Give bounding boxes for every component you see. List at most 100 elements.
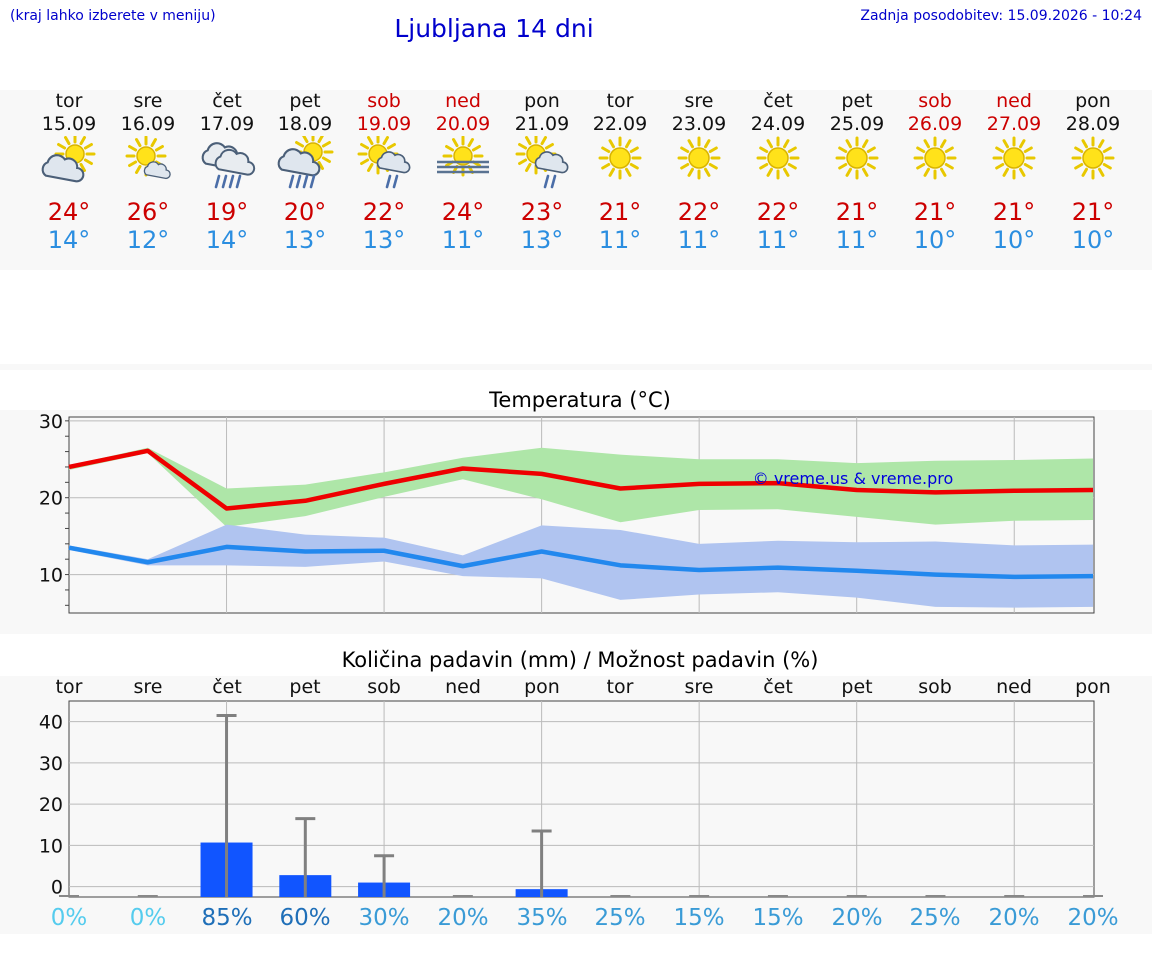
precipitation-chance: 20% (437, 905, 489, 931)
day-date: 19.09 (356, 113, 412, 135)
day-name: tor (606, 90, 634, 112)
precipitation-day-label: ned (445, 676, 481, 698)
day-name: ned (445, 90, 481, 112)
day-date: 15.09 (41, 113, 97, 135)
precipitation-chance: 85% (201, 905, 253, 931)
day-date: 17.09 (199, 113, 255, 135)
min-temp: 14° (205, 226, 249, 254)
precipitation-chance: 35% (516, 905, 568, 931)
sun-icon (992, 136, 1036, 180)
sun-fog-icon (437, 136, 489, 177)
max-temp: 26° (126, 198, 170, 226)
max-temp: 21° (992, 198, 1036, 226)
sun-icon (598, 136, 642, 180)
forecast-strip-background (0, 90, 1152, 270)
sun-shape (756, 136, 800, 180)
precipitation-day-label: sob (367, 676, 401, 698)
day-date: 25.09 (829, 113, 885, 135)
day-date: 28.09 (1065, 113, 1121, 135)
day-name: pet (289, 90, 321, 112)
watermark: © vreme.us & vreme.pro (753, 469, 954, 488)
sun-shape (913, 136, 957, 180)
y-tick-label: 20 (39, 794, 63, 816)
precipitation-chance: 60% (279, 905, 331, 931)
max-temp: 23° (520, 198, 564, 226)
precipitation-chance: 20% (831, 905, 883, 931)
precipitation-chance: 30% (358, 905, 410, 931)
max-band-range (69, 447, 1094, 527)
min-temp: 13° (283, 226, 327, 254)
precipitation-chance: 25% (909, 905, 961, 931)
day-date: 20.09 (435, 113, 491, 135)
rain-shape (543, 174, 557, 189)
max-temp: 19° (205, 198, 249, 226)
min-temperature-line (68, 544, 1094, 580)
y-tick-label: 20 (39, 488, 63, 510)
min-temp: 11° (677, 226, 721, 254)
max-temp: 20° (283, 198, 327, 226)
min-temp: 11° (835, 226, 879, 254)
min-temp: 11° (756, 226, 800, 254)
temperature-chart-title: Temperatura (°C) (489, 388, 671, 412)
sun-icon (1071, 136, 1115, 180)
day-name: sre (684, 90, 714, 112)
location-hint: (kraj lahko izberete v meniju) (10, 8, 216, 24)
precipitation-day-label: čet (212, 676, 242, 698)
max-temp: 24° (47, 198, 91, 226)
sun-small-cloud-icon (125, 136, 171, 180)
day-date: 22.09 (592, 113, 648, 135)
cloud-shape (534, 151, 569, 174)
sun-shape (1071, 136, 1115, 180)
sun-shape (677, 136, 721, 180)
cloud-shape (277, 148, 321, 177)
min-temp: 11° (441, 226, 485, 254)
rain-shape (385, 174, 399, 189)
precipitation-chance: 25% (594, 905, 646, 931)
sun-icon (913, 136, 957, 180)
y-tick-label: 40 (39, 712, 63, 734)
precipitation-day-label: pon (1075, 676, 1111, 698)
sun-icon (835, 136, 879, 180)
max-temp: 21° (598, 198, 642, 226)
min-temp: 13° (520, 226, 564, 254)
y-tick-label: 10 (39, 835, 63, 857)
min-temp: 10° (992, 226, 1036, 254)
precipitation-chance: 0% (50, 905, 88, 931)
temperature-chart: 10 20 30 © vreme.us & vreme.pro (39, 411, 1095, 614)
sun-icon (677, 136, 721, 180)
day-name: tor (55, 90, 83, 112)
max-temp: 21° (913, 198, 957, 226)
min-temp: 12° (126, 226, 170, 254)
sun-cloud-light-rain-icon (357, 136, 411, 189)
y-tick-label: 0 (51, 877, 63, 899)
max-temp: 22° (756, 198, 800, 226)
y-tick-label: 10 (39, 565, 63, 587)
precipitation-chance: 20% (1067, 905, 1119, 931)
sun-shape (992, 136, 1036, 180)
cloud-shape (376, 151, 411, 174)
day-name: sob (918, 90, 952, 112)
y-tick-label: 30 (39, 411, 63, 433)
day-name: sob (367, 90, 401, 112)
cloud-shape (143, 161, 171, 180)
day-date: 24.09 (750, 113, 806, 135)
precipitation-chart-title: Količina padavin (mm) / Možnost padavin … (341, 648, 819, 672)
sun-cloud-rain-icon (277, 136, 334, 189)
fog-shape (437, 160, 489, 174)
day-name: čet (763, 90, 793, 112)
rain-shape (214, 174, 242, 189)
precipitation-day-label: tor (55, 676, 83, 698)
day-name: ned (996, 90, 1032, 112)
precipitation-day-label: pet (289, 676, 321, 698)
max-temp: 22° (677, 198, 721, 226)
precipitation-day-label: ned (996, 676, 1032, 698)
precipitation-chance: 0% (129, 905, 167, 931)
day-date: 16.09 (120, 113, 176, 135)
precipitation-day-label: sre (133, 676, 163, 698)
cloud-shape (214, 148, 256, 176)
y-tick-label: 30 (39, 753, 63, 775)
precipitation-chance: 15% (673, 905, 725, 931)
sun-shape (442, 136, 484, 177)
day-name: sre (133, 90, 163, 112)
min-temp: 11° (598, 226, 642, 254)
